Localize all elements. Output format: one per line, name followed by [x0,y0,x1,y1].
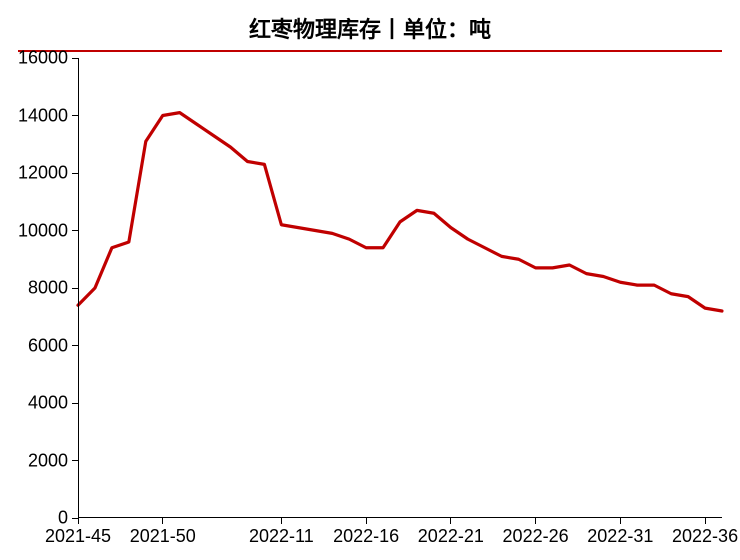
x-tick-label: 2022-16 [333,526,399,547]
y-tick [72,230,78,231]
y-tick-label: 10000 [18,220,68,241]
x-tick [366,518,367,524]
y-tick [72,115,78,116]
title-underline [18,50,722,52]
line-svg [78,58,722,518]
x-tick-label: 2022-11 [249,526,314,547]
y-tick-label: 14000 [18,105,68,126]
y-tick-label: 2000 [28,450,68,471]
x-tick [705,518,706,524]
x-tick [281,518,282,524]
y-tick-label: 4000 [28,393,68,414]
x-tick [535,518,536,524]
y-tick [72,288,78,289]
x-tick-label: 2021-45 [45,526,111,547]
chart-title: 红枣物理库存丨单位：吨 [249,12,491,44]
x-tick-label: 2022-31 [587,526,653,547]
y-tick [72,345,78,346]
chart-container: 红枣物理库存丨单位：吨 0200040006000800010000120001… [0,0,740,560]
x-tick [450,518,451,524]
x-tick [620,518,621,524]
y-tick [72,403,78,404]
y-tick [72,58,78,59]
title-wrap: 红枣物理库存丨单位：吨 [0,0,740,52]
x-tick-label: 2021-50 [130,526,196,547]
x-axis-line [78,517,722,518]
x-tick-label: 2022-21 [418,526,484,547]
y-tick [72,460,78,461]
y-axis-line [78,58,79,518]
x-tick [162,518,163,524]
y-tick-label: 6000 [28,335,68,356]
y-tick-label: 12000 [18,163,68,184]
x-tick-label: 2022-36 [672,526,738,547]
y-tick-label: 16000 [18,48,68,69]
plot-area: 0200040006000800010000120001400016000202… [78,58,722,518]
x-tick-label: 2022-26 [503,526,569,547]
y-tick [72,173,78,174]
x-tick [78,518,79,524]
series-line [78,113,722,311]
y-tick-label: 8000 [28,278,68,299]
